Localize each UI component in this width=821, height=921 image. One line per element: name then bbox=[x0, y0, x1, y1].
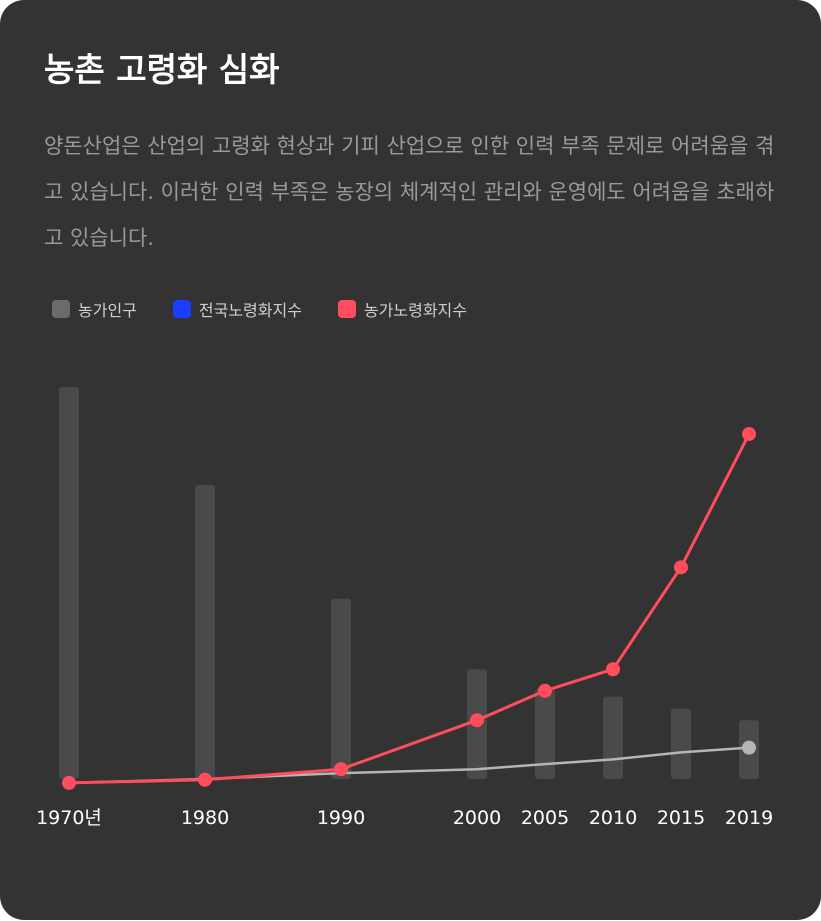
card-description: 양돈산업은 산업의 고령화 현상과 기피 산업으로 인한 인력 부족 문제로 어… bbox=[44, 134, 775, 250]
x-tick-label-7: 2015 bbox=[657, 807, 705, 829]
bar-1 bbox=[59, 387, 79, 779]
series-2-point-1 bbox=[62, 775, 76, 790]
legend-item-national-aging-index: 전국노령화지수 bbox=[172, 297, 302, 321]
x-tick-label-6: 2010 bbox=[589, 807, 637, 829]
x-tick-label-2: 1980 bbox=[181, 807, 229, 829]
card-title: 농촌 고령화 심화 bbox=[44, 50, 280, 89]
series-line-2 bbox=[67, 432, 751, 785]
series-2-point-4 bbox=[470, 713, 484, 728]
legend-label-farm-population: 농가인구 bbox=[78, 301, 137, 320]
chart-legend: 농가인구 전국노령화지수 농가노령화지수 bbox=[52, 296, 467, 322]
bar-7 bbox=[671, 708, 691, 779]
series-2-point-7 bbox=[674, 560, 688, 575]
bar-2 bbox=[195, 485, 215, 779]
series-2-point-6 bbox=[606, 662, 620, 677]
legend-label-national-aging-index: 전국노령화지수 bbox=[198, 301, 302, 320]
bar-3 bbox=[331, 598, 351, 779]
legend-item-farm-aging-index: 농가노령화지수 bbox=[337, 297, 467, 321]
bar-5 bbox=[535, 688, 555, 779]
x-tick-label-3: 1990 bbox=[317, 807, 365, 829]
series-2-point-2 bbox=[198, 772, 212, 787]
x-tick-label-5: 2005 bbox=[521, 807, 569, 829]
series-line-1 bbox=[67, 746, 751, 785]
series-2-point-5 bbox=[538, 683, 552, 698]
x-tick-label-1: 1970년 bbox=[36, 807, 102, 829]
legend-label-farm-aging-index: 농가노령화지수 bbox=[363, 301, 467, 320]
series-1-point-8 bbox=[742, 740, 756, 755]
x-tick-label-4: 2000 bbox=[453, 807, 501, 829]
legend-item-farm-population: 농가인구 bbox=[52, 297, 137, 321]
bar-6 bbox=[603, 696, 623, 779]
legend-swatch-farm-population bbox=[52, 300, 70, 318]
series-2-point-3 bbox=[334, 762, 348, 777]
legend-swatch-national-aging-index bbox=[172, 300, 191, 318]
x-tick-label-8: 2019 bbox=[725, 807, 773, 829]
series-2-point-8 bbox=[742, 427, 756, 442]
legend-swatch-farm-aging-index bbox=[337, 300, 356, 318]
